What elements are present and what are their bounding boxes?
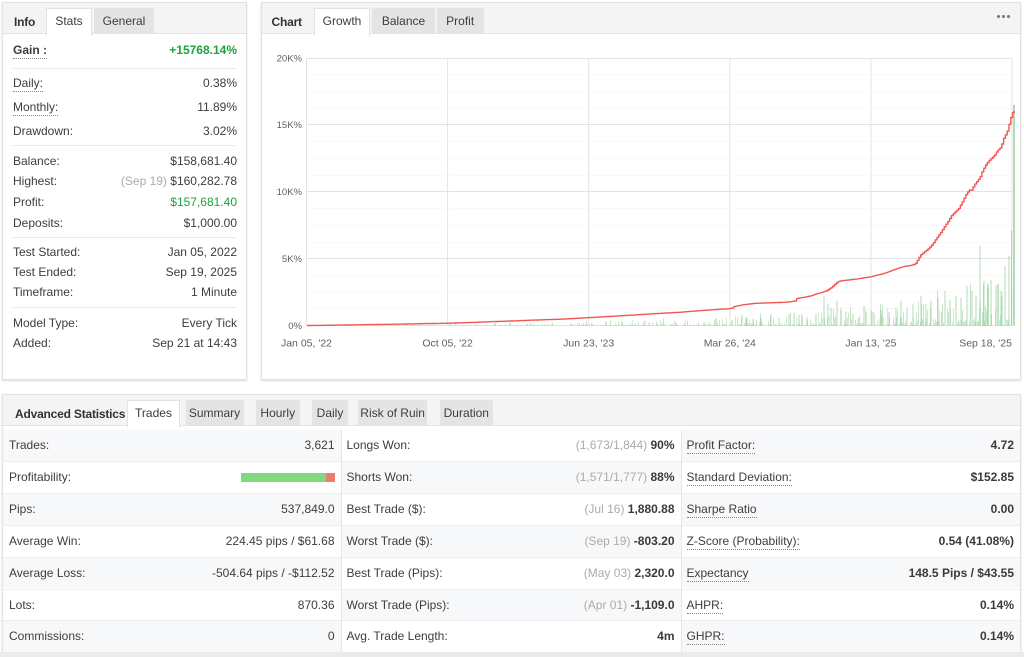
svg-text:20K%: 20K% [277,53,303,64]
svg-text:0%: 0% [288,321,302,332]
svg-text:10K%: 10K% [277,187,303,198]
svg-text:Mar 26, '24: Mar 26, '24 [704,338,756,350]
svg-text:Jun 23, '23: Jun 23, '23 [563,338,614,350]
svg-text:Jan 05, '22: Jan 05, '22 [281,338,332,350]
svg-text:Sep 18, '25: Sep 18, '25 [959,338,1012,350]
svg-text:15K%: 15K% [277,120,303,131]
svg-text:Oct 05, '22: Oct 05, '22 [422,338,473,350]
svg-text:5K%: 5K% [282,254,303,265]
svg-text:Jan 13, '25: Jan 13, '25 [845,338,896,350]
